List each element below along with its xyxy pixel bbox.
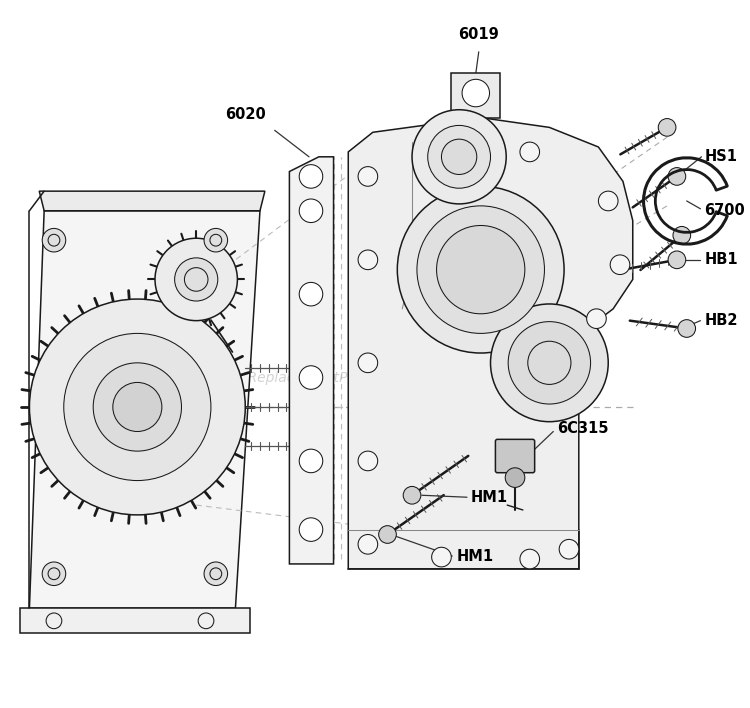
Circle shape	[412, 110, 506, 204]
Circle shape	[29, 299, 245, 515]
Circle shape	[598, 191, 618, 211]
Circle shape	[64, 333, 211, 481]
Text: HB1: HB1	[704, 252, 738, 268]
Circle shape	[668, 251, 686, 268]
Circle shape	[204, 229, 227, 252]
FancyBboxPatch shape	[496, 440, 535, 473]
Polygon shape	[29, 211, 260, 608]
Circle shape	[417, 206, 544, 333]
Circle shape	[506, 468, 525, 487]
Text: eReplacementParts.com: eReplacementParts.com	[239, 370, 409, 384]
Circle shape	[299, 282, 322, 306]
Circle shape	[432, 144, 451, 164]
Text: HM1: HM1	[456, 549, 494, 564]
Text: HB2: HB2	[704, 313, 738, 328]
Polygon shape	[348, 118, 633, 569]
Circle shape	[436, 225, 525, 314]
Circle shape	[427, 125, 490, 188]
Circle shape	[678, 320, 695, 337]
Polygon shape	[452, 74, 500, 118]
Circle shape	[358, 353, 378, 372]
Circle shape	[673, 227, 691, 244]
Circle shape	[112, 382, 162, 431]
Circle shape	[509, 321, 590, 404]
Circle shape	[358, 451, 378, 471]
Circle shape	[175, 258, 217, 301]
Circle shape	[520, 142, 539, 161]
Circle shape	[442, 139, 477, 174]
Circle shape	[520, 549, 539, 569]
Circle shape	[42, 562, 66, 586]
Polygon shape	[39, 191, 265, 211]
Text: 6019: 6019	[458, 27, 499, 42]
Circle shape	[299, 518, 322, 542]
Circle shape	[358, 166, 378, 186]
Circle shape	[299, 449, 322, 473]
Circle shape	[560, 539, 579, 559]
Circle shape	[658, 118, 676, 136]
Text: 6020: 6020	[225, 108, 266, 122]
Circle shape	[398, 186, 564, 353]
Circle shape	[358, 535, 378, 554]
Polygon shape	[290, 156, 334, 564]
Circle shape	[299, 366, 322, 389]
Circle shape	[93, 362, 182, 451]
Circle shape	[379, 525, 396, 543]
Circle shape	[668, 168, 686, 185]
Polygon shape	[20, 608, 250, 633]
Circle shape	[490, 304, 608, 422]
Circle shape	[586, 309, 606, 329]
Text: HS1: HS1	[704, 149, 737, 164]
Text: 6700: 6700	[704, 203, 745, 218]
Text: 6C315: 6C315	[557, 421, 609, 436]
Circle shape	[155, 238, 238, 321]
Circle shape	[432, 547, 451, 567]
Circle shape	[42, 229, 66, 252]
Circle shape	[299, 199, 322, 222]
Circle shape	[462, 79, 490, 107]
Circle shape	[204, 562, 227, 586]
Circle shape	[404, 486, 421, 504]
Circle shape	[610, 255, 630, 275]
Text: HM1: HM1	[471, 490, 508, 505]
Circle shape	[358, 250, 378, 270]
Circle shape	[299, 165, 322, 188]
